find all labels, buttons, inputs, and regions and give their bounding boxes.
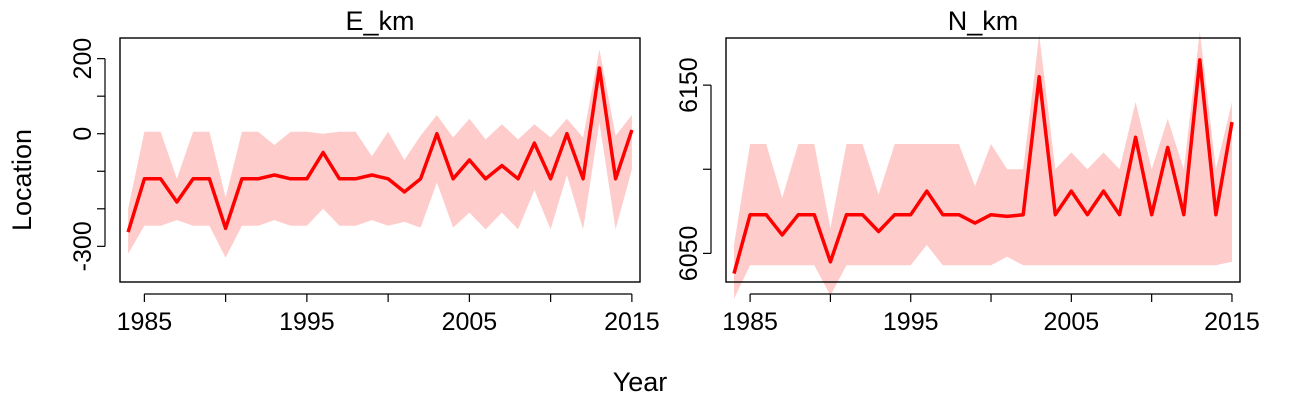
estimate-line <box>126 66 634 233</box>
x-tick-label: 1995 <box>279 308 335 336</box>
confidence-band <box>128 49 632 258</box>
x-tick-label: 1985 <box>117 308 173 336</box>
plot-frame <box>119 37 641 283</box>
x-tick-label: 2005 <box>1044 308 1100 336</box>
y-tick-label: 0 <box>69 127 97 141</box>
y-axis-label: Location <box>7 129 37 231</box>
estimate-line <box>732 58 1234 275</box>
x-tick-label: 2005 <box>442 308 498 336</box>
x-axis-label: Year <box>613 367 668 397</box>
panel-e-km: 1985 1995 2005 2015 -300 0 200 E_km <box>69 6 660 336</box>
x-tick-label: 1995 <box>883 308 939 336</box>
x-tick-label: 2015 <box>604 308 660 336</box>
x-tick-label: 2015 <box>1204 308 1260 336</box>
plot-frame <box>725 37 1241 283</box>
y-tick-label: 6050 <box>675 226 703 282</box>
panel-title: N_km <box>948 6 1019 36</box>
x-tick-label: 1985 <box>722 308 778 336</box>
y-tick-label: 6150 <box>675 57 703 113</box>
panel-title: E_km <box>345 6 414 36</box>
panel-n-km: 1985 1995 2005 2015 6050 6150 N_km <box>675 6 1260 336</box>
y-tick-label: 200 <box>69 38 97 80</box>
confidence-band <box>734 31 1232 299</box>
y-tick-label: -300 <box>69 221 97 271</box>
